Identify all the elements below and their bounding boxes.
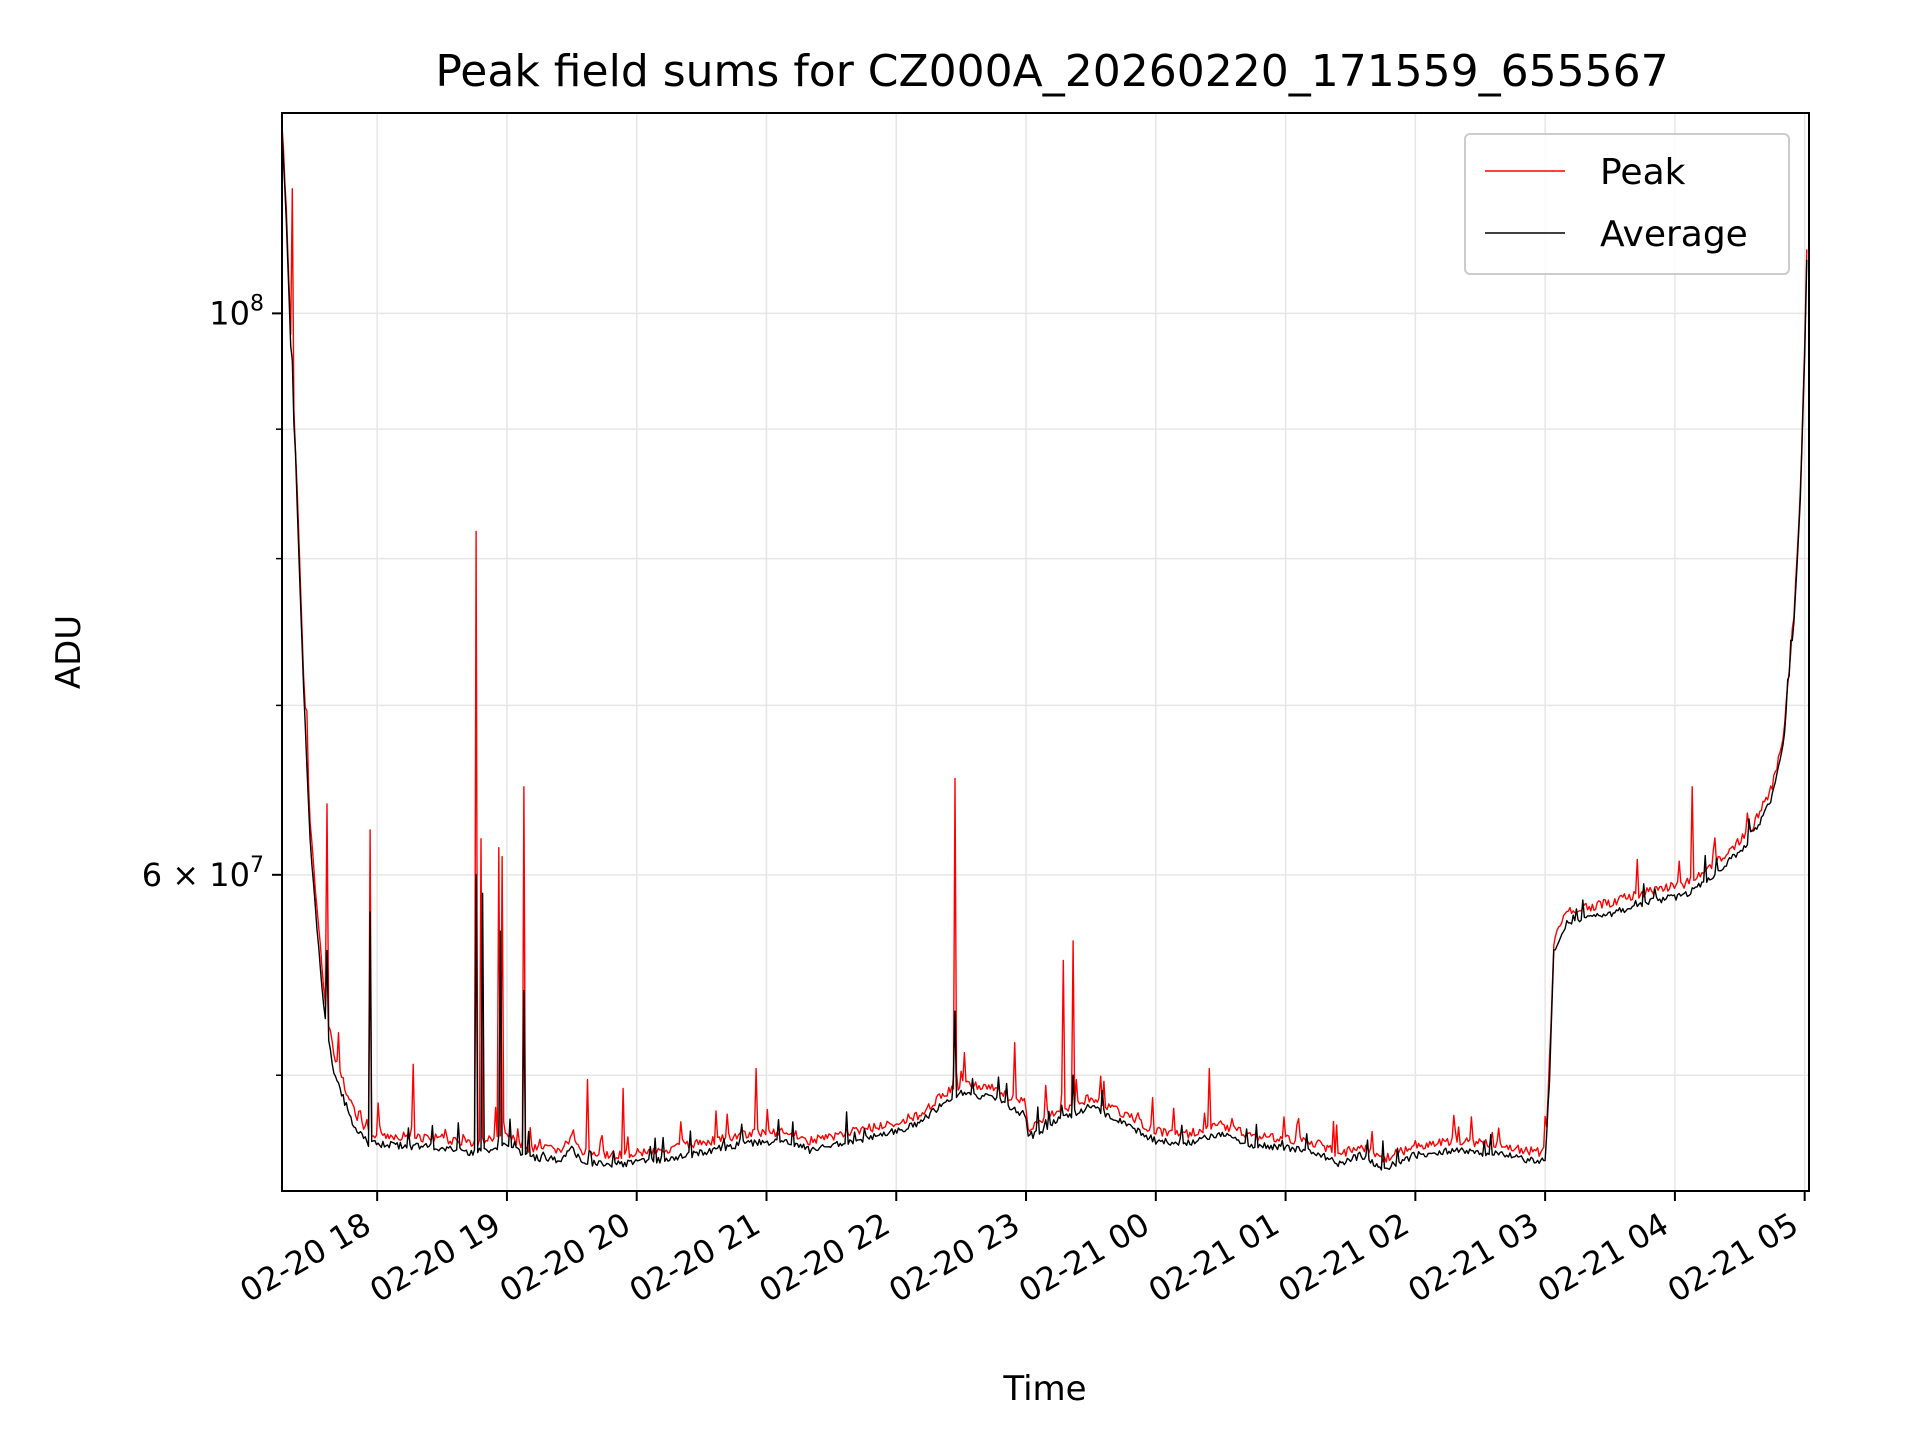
series-layer	[282, 125, 1808, 1171]
grid	[282, 113, 1809, 1191]
legend: Peak Average	[1464, 133, 1790, 275]
y-tick-label: 6 × 107	[142, 853, 264, 894]
legend-label-average: Average	[1600, 214, 1748, 255]
series-group	[282, 125, 1808, 1171]
legend-label-peak: Peak	[1600, 152, 1686, 193]
plot-frame	[281, 112, 1810, 1192]
chart-title: Peak field sums for CZ000A_20260220_1715…	[435, 46, 1668, 97]
x-axis-label: Time	[1002, 1369, 1086, 1409]
plot-background	[282, 113, 1809, 1191]
legend-box	[1464, 133, 1790, 275]
y-tick-label: 108	[209, 291, 264, 332]
series-line-average	[282, 134, 1808, 1171]
y-axis: 108 6 × 107	[142, 291, 282, 1076]
y-axis-label: ADU	[49, 615, 89, 689]
